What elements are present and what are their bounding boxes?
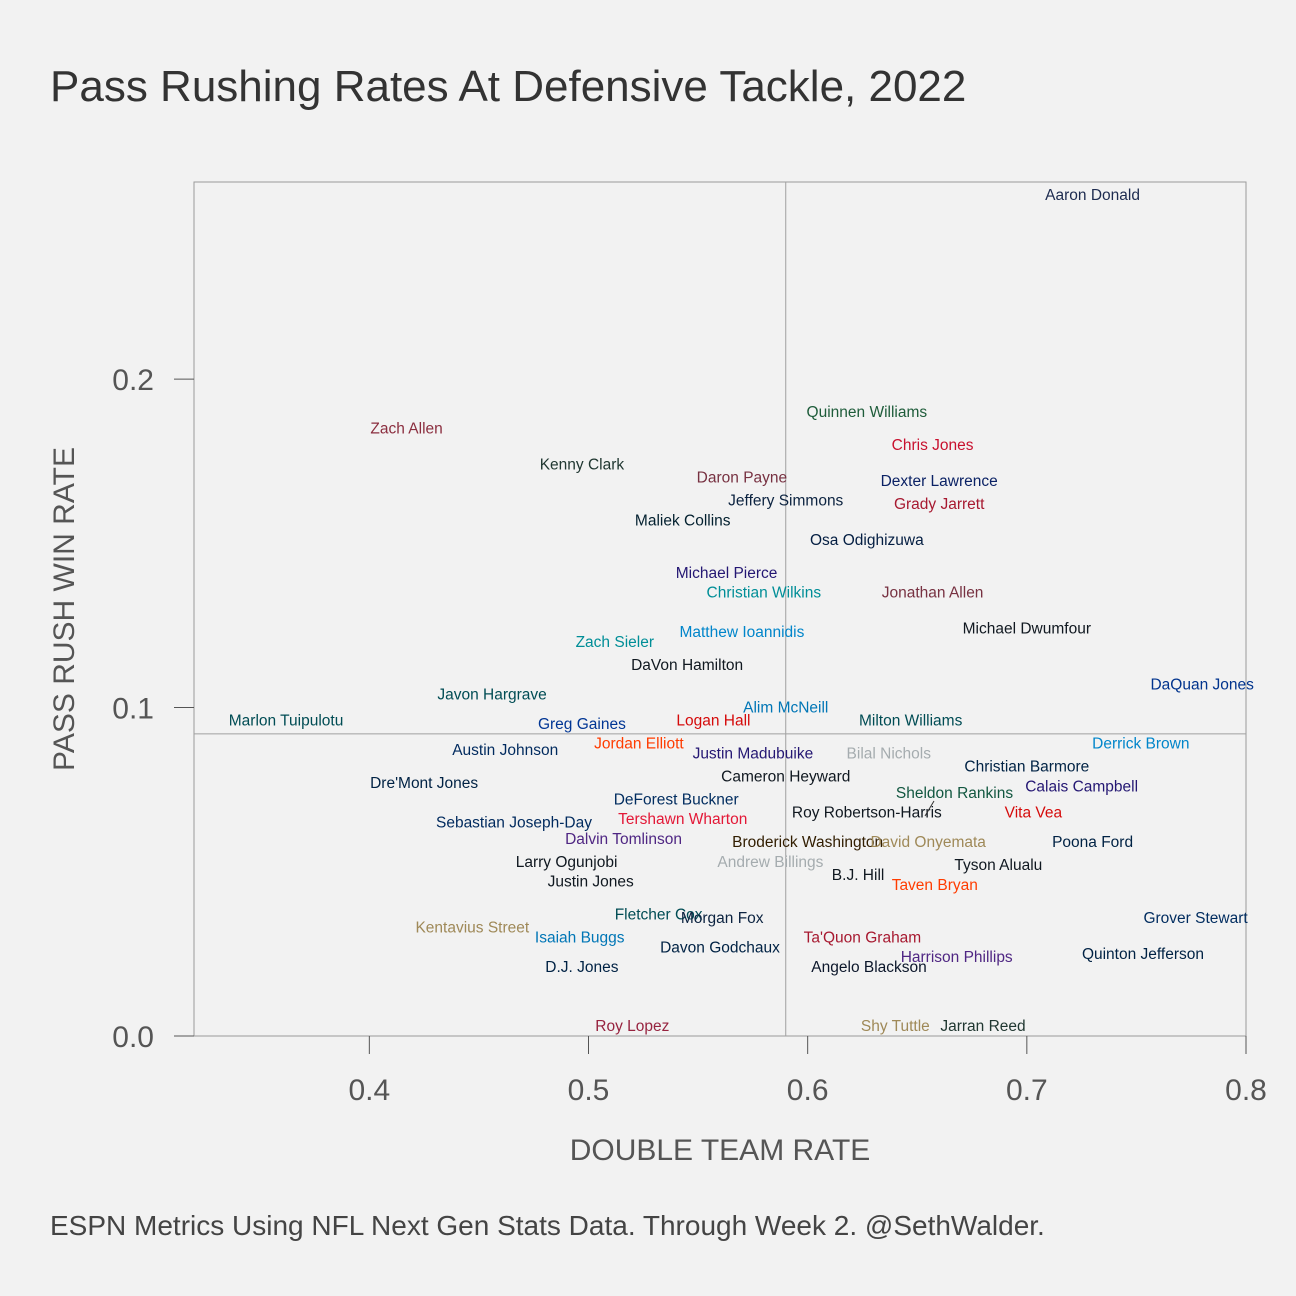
chart-caption: ESPN Metrics Using NFL Next Gen Stats Da…	[50, 1210, 1045, 1241]
player-label: Dexter Lawrence	[881, 473, 998, 490]
player-label: Davon Godchaux	[660, 939, 780, 956]
player-label: Vita Vea	[1005, 805, 1063, 822]
player-label: Michael Dwumfour	[963, 621, 1091, 638]
y-axis-ticks: 0.0 0.1 0.2	[112, 364, 194, 1054]
player-label: Jonathan Allen	[882, 585, 984, 602]
y-tick-label: 0.1	[112, 693, 154, 726]
player-label: Matthew Ioannidis	[679, 624, 804, 641]
player-label: Austin Johnson	[452, 742, 558, 759]
player-label: Zach Allen	[370, 420, 442, 437]
player-label: Chris Jones	[892, 437, 974, 454]
player-label: Taven Bryan	[892, 877, 978, 894]
player-labels: Aaron Donald Quinnen Williams Zach Allen Ch…	[229, 187, 1254, 1035]
player-label: Poona Ford	[1052, 834, 1133, 851]
player-label: Roy Robertson-Harris	[792, 805, 942, 822]
chart-title: Pass Rushing Rates At Defensive Tackle, …	[50, 62, 967, 111]
plot-frame	[193, 181, 1247, 1037]
player-label: Grady Jarrett	[894, 496, 985, 513]
player-label: D.J. Jones	[545, 959, 618, 976]
y-axis-title: PASS RUSH WIN RATE	[48, 447, 81, 771]
player-label: Christian Barmore	[964, 759, 1089, 776]
player-label: Osa Odighizuwa	[810, 532, 924, 549]
player-label: Ta'Quon Graham	[804, 929, 922, 946]
player-label: Jeffery Simmons	[728, 493, 843, 510]
player-label: DaVon Hamilton	[631, 657, 743, 674]
player-label: Angelo Blackson	[811, 959, 926, 976]
player-label: Bilal Nichols	[847, 746, 932, 763]
player-label: Maliek Collins	[635, 512, 731, 529]
player-label: DaQuan Jones	[1150, 677, 1254, 694]
player-label: Broderick Washington	[732, 834, 883, 851]
leader-line	[924, 800, 935, 817]
x-tick-label: 0.8	[1225, 1074, 1267, 1107]
y-tick-label: 0.2	[112, 364, 154, 397]
player-label: Tershawn Wharton	[618, 811, 747, 828]
player-label: Jarran Reed	[940, 1018, 1025, 1035]
player-label: Morgan Fox	[681, 910, 764, 927]
player-label: Dalvin Tomlinson	[565, 831, 682, 848]
player-label: Roy Lopez	[595, 1018, 669, 1035]
player-label: Logan Hall	[676, 713, 750, 730]
player-label: Michael Pierce	[676, 565, 778, 582]
player-label: Javon Hargrave	[437, 686, 546, 703]
player-label: Justin Madubuike	[693, 746, 814, 763]
player-label: Sheldon Rankins	[896, 785, 1013, 802]
player-label: Calais Campbell	[1025, 778, 1138, 795]
player-label: Dre'Mont Jones	[370, 775, 478, 792]
x-tick-label: 0.4	[348, 1074, 390, 1107]
player-label: B.J. Hill	[832, 867, 885, 884]
x-axis-title: DOUBLE TEAM RATE	[570, 1134, 871, 1167]
player-label: Shy Tuttle	[861, 1018, 930, 1035]
player-label: DeForest Buckner	[614, 792, 739, 809]
player-label: Cameron Heyward	[721, 769, 850, 786]
player-label: Kentavius Street	[415, 920, 529, 937]
player-label: Aaron Donald	[1045, 187, 1140, 204]
player-label: Jordan Elliott	[594, 736, 684, 753]
x-tick-label: 0.5	[568, 1074, 610, 1107]
player-label: Daron Payne	[697, 470, 787, 487]
player-label: Marlon Tuipulotu	[229, 713, 344, 730]
player-label: Greg Gaines	[538, 716, 626, 733]
player-label: Justin Jones	[548, 874, 634, 891]
player-label: Milton Williams	[859, 713, 963, 730]
player-label: Andrew Billings	[717, 854, 823, 871]
player-label: Sebastian Joseph-Day	[436, 815, 592, 832]
player-label: Harrison Phillips	[901, 949, 1013, 966]
x-axis-ticks: 0.4 0.5 0.6 0.7 0.8	[348, 1036, 1267, 1107]
player-label: Quinton Jefferson	[1082, 946, 1204, 963]
y-tick-label: 0.0	[112, 1021, 154, 1054]
player-label: Fletcher Cox	[615, 906, 703, 923]
x-tick-label: 0.7	[1006, 1074, 1048, 1107]
player-label: Alim McNeill	[743, 700, 828, 717]
player-label: Zach Sieler	[576, 634, 654, 651]
player-label: Derrick Brown	[1092, 736, 1189, 753]
player-label: David Onyemata	[870, 834, 986, 851]
player-label: Isaiah Buggs	[535, 929, 625, 946]
player-label: Quinnen Williams	[807, 404, 928, 421]
player-label: Larry Ogunjobi	[516, 854, 618, 871]
player-label: Tyson Alualu	[954, 857, 1042, 874]
player-label: Grover Stewart	[1143, 910, 1248, 927]
x-tick-label: 0.6	[787, 1074, 829, 1107]
player-label: Kenny Clark	[540, 456, 625, 473]
player-label: Christian Wilkins	[707, 585, 822, 602]
